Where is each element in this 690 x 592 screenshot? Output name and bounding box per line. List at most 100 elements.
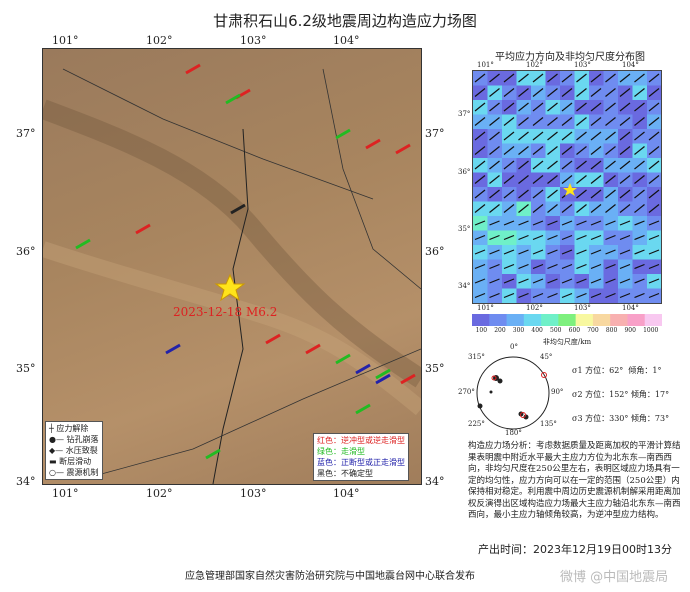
stress-direction-bar [474,189,486,199]
stress-direction-bar [532,146,544,155]
stress-direction-bar [576,220,587,226]
stress-direction-bar [634,117,645,126]
stress-direction-bar [474,278,486,284]
stress-direction-bar [619,234,631,241]
stress-direction-bar [561,131,573,141]
stress-direction-bar [576,249,587,255]
stress-direction-bar [503,131,515,141]
stress-direction-bar [489,175,500,184]
inset-lat-tick: 35° [458,225,471,233]
stress-direction-bar [503,263,515,270]
stress-direction-bar [489,263,500,270]
stress-direction-bar [634,73,645,83]
stress-marker [230,203,246,215]
stereonet-label: 0° [510,343,518,351]
main-stress-map[interactable]: 2023-12-18 M6.2 ┼ 应力解除 ●— 钻孔崩落 ◆— 水压致裂 ▬… [39,48,427,485]
stress-direction-bar [474,117,486,126]
colorbar-swatch [558,314,577,326]
stress-direction-bar [489,249,500,255]
stress-direction-bar [576,263,587,270]
stress-direction-bar [518,204,529,213]
stress-direction-bar [532,220,544,226]
sigma1-row: σ1 方位：62° 倾角：1° [572,366,662,375]
stress-direction-bar [648,160,660,170]
lat-tick-right: 36° [425,245,445,258]
stress-direction-bar [576,160,587,170]
stress-direction-bar [605,263,616,270]
stress-direction-bar [590,249,602,255]
stress-direction-bar [474,175,486,184]
stress-direction-bar [605,73,616,83]
legend-item: 绿色：走滑型 [317,447,365,456]
stress-direction-bar [518,220,529,226]
stress-direction-bar [547,292,558,299]
stress-direction-bar [648,204,660,213]
stress-direction-bar [547,189,558,199]
lon-tick-bottom: 102° [146,487,173,500]
stress-direction-bar [648,263,660,270]
stereonet-label: 225° [468,420,485,428]
stress-direction-bar [590,102,602,112]
stress-direction-bar [634,234,645,241]
stress-direction-bar [576,175,587,184]
stress-direction-bar [532,249,544,255]
stress-direction-bar [561,175,573,184]
colorbar-swatch [592,314,611,326]
stress-direction-bar [489,146,500,155]
watermark: 微博 @中国地震局 [560,570,669,585]
stress-direction-bar [532,117,544,126]
stress-direction-bar [503,73,515,83]
stress-direction-bar [605,117,616,126]
stress-direction-bar [547,88,558,97]
stress-direction-bar [547,220,558,226]
stress-direction-bar [474,160,486,170]
stress-direction-bar [561,292,573,299]
stress-direction-bar [576,146,587,155]
stress-direction-bar [605,131,616,141]
stress-direction-bar [474,146,486,155]
stress-marker [395,143,411,155]
stress-direction-bar [518,73,529,83]
stress-direction-bar [576,292,587,299]
stress-direction-bar [634,175,645,184]
stress-direction-bar [547,160,558,170]
lon-tick-top: 102° [146,34,173,47]
stress-direction-bar [474,292,486,299]
stress-direction-bar [619,189,631,199]
stress-direction-bar [576,189,587,199]
stress-direction-bar [489,292,500,299]
stress-direction-bar [576,234,587,241]
stress-direction-bar [518,249,529,255]
stress-direction-bar [619,204,631,213]
stress-direction-bar [619,131,631,141]
stress-marker [375,368,391,380]
stress-direction-bar [619,102,631,112]
lat-tick-left: 37° [16,127,36,140]
stress-direction-bar [489,204,500,213]
epicenter-label: 2023-12-18 M6.2 [173,305,278,319]
stress-direction-bar [561,160,573,170]
colorbar-label: 非均匀尺度/km [542,338,592,346]
stress-direction-bar [503,189,515,199]
colorbar-swatch [627,314,646,326]
inset-lon-tick: 102° [526,304,543,312]
stress-direction-bar [532,189,544,199]
colorbar [472,314,662,326]
lat-tick-right: 37° [425,127,445,140]
stress-direction-bar [518,88,529,97]
stress-direction-bar [576,117,587,126]
colorbar-swatch [523,314,542,326]
stress-direction-bar [619,160,631,170]
stress-direction-bar [619,88,631,97]
legend-item: ○— 震源机制 [49,468,99,477]
method-legend: ┼ 应力解除 ●— 钻孔崩落 ◆— 水压致裂 ▬ 断层滑动 ○— 震源机制 [45,421,103,480]
lat-tick-right: 34° [425,475,445,488]
stress-direction-bar [634,160,645,170]
stress-direction-bar [547,278,558,284]
stress-direction-bar [634,204,645,213]
inset-grid-map[interactable] [472,70,662,304]
stress-direction-bar [503,234,515,241]
legend-item: 蓝色：正断型或正走滑型 [317,458,405,467]
stress-direction-bar [518,160,529,170]
stress-direction-bar [518,263,529,270]
